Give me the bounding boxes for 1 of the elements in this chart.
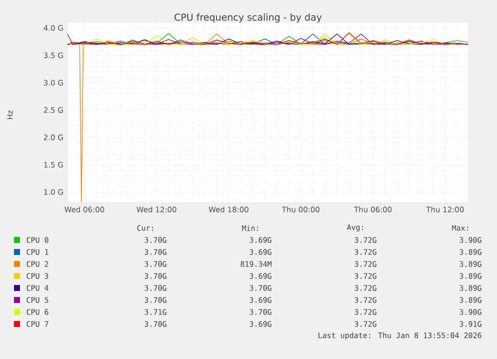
chart-title: CPU frequency scaling - by day [174,13,322,23]
